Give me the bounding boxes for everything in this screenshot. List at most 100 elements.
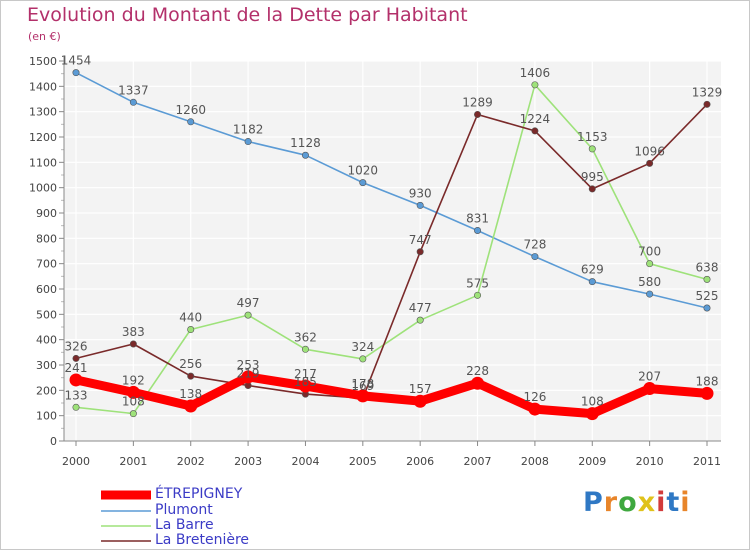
y-tick-label: 0: [50, 435, 57, 448]
data-label-la-breteniere: 1224: [520, 112, 551, 126]
data-label-etrepigney: 207: [638, 370, 661, 384]
data-point-la-barre: [301, 345, 309, 353]
x-tick-label: 2005: [349, 455, 377, 468]
data-point-la-barre: [129, 410, 137, 418]
y-tick-label: 1100: [29, 156, 57, 169]
data-point-la-breteniere: [646, 159, 654, 167]
data-label-etrepigney: 178: [351, 377, 374, 391]
x-tick-label: 2007: [464, 455, 492, 468]
data-point-plumont: [129, 98, 137, 106]
data-point-la-breteniere: [129, 340, 137, 348]
data-label-la-barre: 1406: [520, 66, 551, 80]
data-point-etrepigney: [298, 379, 312, 393]
data-label-plumont: 1182: [233, 123, 264, 137]
data-label-la-breteniere: 219: [237, 367, 260, 381]
series-line-plumont: [75, 71, 708, 309]
data-point-la-breteniere: [474, 110, 482, 118]
data-label-la-barre: 362: [294, 330, 317, 344]
data-label-la-barre: 1153: [577, 130, 608, 144]
x-tick-label: 2011: [693, 455, 721, 468]
data-label-etrepigney: 126: [523, 390, 546, 404]
data-label-la-barre: 108: [122, 395, 145, 409]
data-point-la-breteniere: [588, 185, 596, 193]
data-label-la-breteniere: 747: [409, 233, 432, 247]
series-line-etrepigney: [71, 372, 712, 419]
data-point-la-barre: [474, 291, 482, 299]
data-point-etrepigney: [471, 376, 485, 390]
data-label-la-breteniere: 185: [294, 375, 317, 389]
legend-label-plumont: Plumont: [155, 502, 213, 518]
data-point-plumont: [588, 278, 596, 286]
data-point-etrepigney: [528, 402, 542, 416]
data-point-la-breteniere: [703, 100, 711, 108]
data-label-plumont: 629: [581, 263, 604, 277]
data-label-plumont: 1260: [175, 103, 206, 117]
x-tick-label: 2010: [636, 455, 664, 468]
x-tick-label: 2004: [291, 455, 319, 468]
data-point-plumont: [301, 151, 309, 159]
data-label-plumont: 1128: [290, 136, 321, 150]
data-point-la-breteniere: [72, 354, 80, 362]
x-tick-label: 2003: [234, 455, 262, 468]
legend-swatch-la-barre: [101, 525, 151, 527]
data-point-la-breteniere: [187, 372, 195, 380]
data-label-la-breteniere: 256: [179, 357, 202, 371]
data-point-la-barre: [646, 260, 654, 268]
y-tick-label: 300: [36, 359, 57, 372]
logo-letter: i: [656, 487, 667, 518]
data-point-etrepigney: [184, 399, 198, 413]
data-label-plumont: 728: [523, 238, 546, 252]
data-label-la-breteniere: 995: [581, 170, 604, 184]
data-label-etrepigney: 217: [294, 367, 317, 381]
data-label-la-barre: 638: [696, 260, 719, 274]
data-point-la-barre: [703, 275, 711, 283]
data-label-plumont: 1337: [118, 83, 149, 97]
data-point-plumont: [703, 304, 711, 312]
data-point-la-barre: [72, 403, 80, 411]
data-label-plumont: 930: [409, 186, 432, 200]
x-tick-label: 2002: [177, 455, 205, 468]
series-line-la-breteniere: [75, 103, 708, 400]
data-label-etrepigney: 188: [696, 374, 719, 388]
x-tick-label: 2000: [62, 455, 90, 468]
chart-title: Evolution du Montant de la Dette par Hab…: [27, 4, 468, 26]
data-point-plumont: [531, 253, 539, 261]
x-tick-label: 2001: [119, 455, 147, 468]
data-point-etrepigney: [126, 385, 140, 399]
data-point-etrepigney: [643, 382, 657, 396]
data-label-etrepigney: 241: [65, 361, 88, 375]
y-tick-label: 1200: [29, 131, 57, 144]
logo-letter: t: [666, 487, 681, 518]
legend-swatch-etrepigney: [101, 490, 151, 500]
data-label-etrepigney: 157: [409, 382, 432, 396]
logo-letter: x: [637, 487, 657, 518]
logo-letter: P: [583, 487, 604, 518]
y-tick-label: 400: [36, 334, 57, 347]
proxiti-logo: Proxiti: [583, 487, 691, 518]
data-point-la-breteniere: [416, 248, 424, 256]
legend-label-la-barre: La Barre: [155, 517, 214, 533]
data-point-la-barre: [588, 145, 596, 153]
legend-label-etrepigney: ÉTREPIGNEY: [155, 486, 243, 502]
data-label-etrepigney: 253: [237, 358, 260, 372]
data-label-la-barre: 700: [638, 245, 661, 259]
data-point-la-breteniere: [531, 127, 539, 135]
series-line-la-barre: [75, 84, 708, 415]
y-tick-label: 700: [36, 258, 57, 271]
data-label-la-barre: 440: [179, 311, 202, 325]
data-point-plumont: [244, 138, 252, 146]
data-point-plumont: [187, 118, 195, 126]
data-label-la-breteniere: 169: [351, 379, 374, 393]
x-tick-label: 2009: [578, 455, 606, 468]
y-tick-label: 800: [36, 232, 57, 245]
y-tick-label: 500: [36, 308, 57, 321]
data-label-la-barre: 324: [351, 340, 374, 354]
data-point-etrepigney: [69, 373, 83, 387]
data-label-la-barre: 477: [409, 301, 432, 315]
y-tick-label: 1300: [29, 106, 57, 119]
data-point-etrepigney: [700, 386, 714, 400]
data-point-plumont: [474, 226, 482, 234]
data-label-etrepigney: 228: [466, 364, 489, 378]
y-tick-label: 200: [36, 384, 57, 397]
data-point-plumont: [359, 179, 367, 187]
